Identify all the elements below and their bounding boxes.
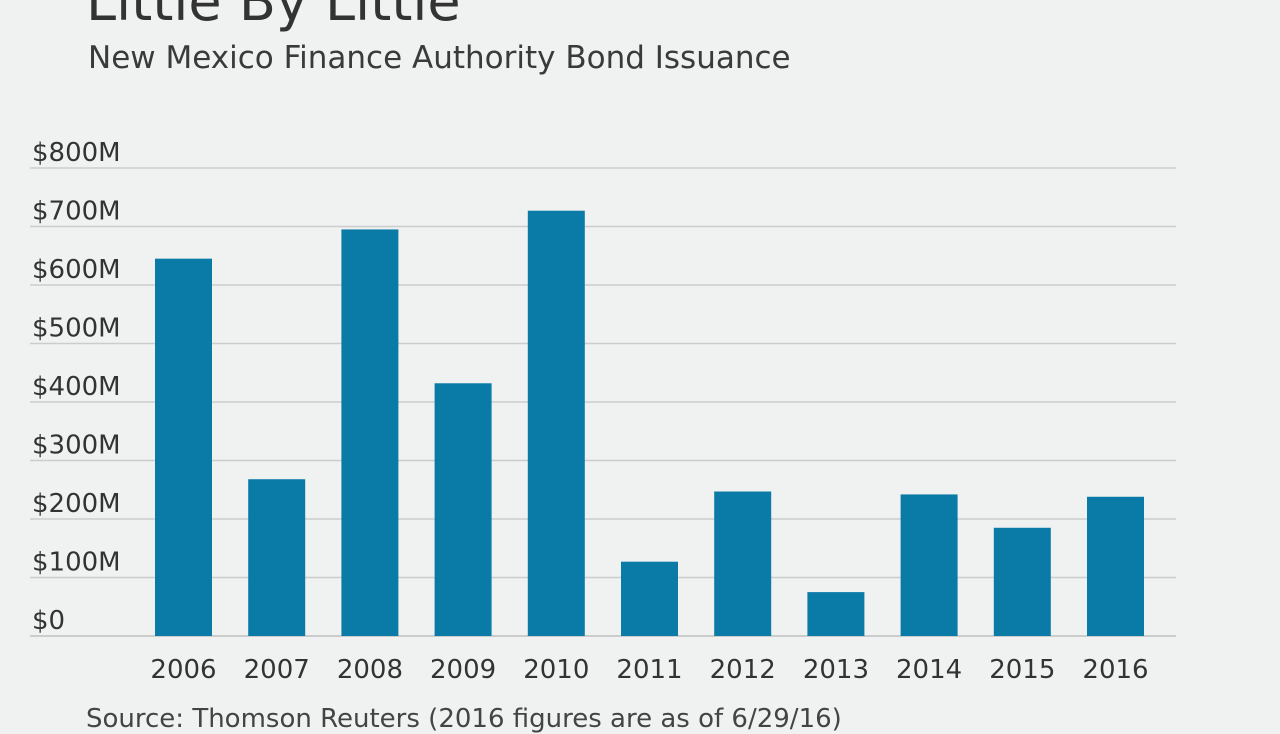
x-tick-label: 2013 [803, 655, 869, 685]
y-tick-label: $0 [32, 606, 65, 636]
bar-2015 [993, 527, 1051, 636]
y-axis-tick-labels: $0 $100M $200M $300M $400M $500M $600M $700M $80… [32, 138, 121, 636]
bar-2014 [900, 494, 958, 636]
y-tick-label: $700M [32, 197, 121, 227]
x-tick-label: 2010 [523, 655, 589, 685]
y-tick-label: $200M [32, 489, 121, 519]
x-tick-label: 2011 [616, 655, 682, 685]
x-tick-label: 2015 [989, 655, 1055, 685]
bar-2009 [434, 383, 492, 636]
x-tick-label: 2006 [150, 655, 216, 685]
source-note: Source: Thomson Reuters (2016 figures ar… [86, 704, 842, 734]
bar-2007 [248, 479, 306, 636]
x-tick-label: 2009 [430, 655, 496, 685]
y-tick-label: $100M [32, 548, 121, 578]
bar-2013 [807, 592, 865, 636]
bar-2008 [341, 229, 399, 637]
y-tick-label: $600M [32, 255, 121, 285]
chart-title: Little By Little [86, 0, 461, 33]
x-axis-tick-labels: 2006 2007 2008 2009 2010 2011 2012 2013 2014 2015… [150, 655, 1148, 685]
bar-2006 [155, 258, 212, 636]
bar-2011 [621, 561, 678, 636]
x-tick-label: 2007 [244, 655, 310, 685]
x-tick-label: 2012 [710, 655, 776, 685]
y-tick-label: $800M [32, 138, 121, 168]
bar-2010 [527, 210, 585, 636]
gridlines [30, 167, 1176, 637]
bar-2012 [714, 491, 772, 636]
x-tick-label: 2008 [337, 655, 403, 685]
y-tick-label: $300M [32, 431, 121, 461]
x-tick-label: 2016 [1082, 655, 1148, 685]
bar-2016 [1087, 496, 1144, 636]
y-tick-label: $400M [32, 372, 121, 402]
chart-subtitle: New Mexico Finance Authority Bond Issuan… [88, 40, 791, 76]
bars [155, 210, 1144, 637]
x-tick-label: 2014 [896, 655, 962, 685]
y-tick-label: $500M [32, 314, 121, 344]
